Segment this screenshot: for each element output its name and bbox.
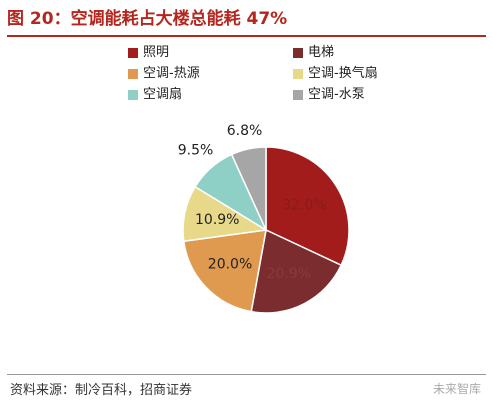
title-divider bbox=[7, 35, 486, 37]
legend-swatch bbox=[293, 48, 303, 58]
legend-label: 照明 bbox=[143, 45, 170, 60]
pie-slice bbox=[265, 146, 350, 267]
legend-swatch bbox=[293, 90, 303, 100]
pie-data-label: 20.9% bbox=[267, 266, 311, 282]
legend-swatch bbox=[128, 48, 138, 58]
legend-swatch bbox=[128, 69, 138, 79]
legend-swatch bbox=[293, 69, 303, 79]
legend-label: 空调-换气扇 bbox=[308, 66, 378, 81]
pie-slice bbox=[250, 228, 343, 314]
pie-slice bbox=[182, 229, 267, 313]
pie-chart: 32.0% 20.9% 20.0% 10.9% 9.5% 6.8% bbox=[178, 123, 350, 314]
watermark: 未来智库 bbox=[432, 382, 481, 396]
source-note: 资料来源：制冷百科，招商证券 bbox=[10, 383, 193, 398]
legend-label: 电梯 bbox=[308, 45, 335, 60]
pie-data-label: 9.5% bbox=[178, 142, 214, 158]
pie-data-label: 6.8% bbox=[227, 123, 263, 139]
legend-swatch bbox=[128, 90, 138, 100]
footer-divider bbox=[7, 374, 486, 375]
legend-label: 空调-热源 bbox=[143, 66, 200, 81]
chart-title: 图 20：空调能耗占大楼总能耗 47% bbox=[7, 9, 288, 29]
pie-data-label: 20.0% bbox=[208, 256, 252, 272]
legend-label: 空调扇 bbox=[143, 87, 183, 102]
pie-data-label: 10.9% bbox=[195, 212, 239, 228]
legend-label: 空调-水泵 bbox=[308, 87, 365, 102]
pie-slice bbox=[230, 146, 267, 231]
pie-data-label: 32.0% bbox=[282, 198, 326, 214]
